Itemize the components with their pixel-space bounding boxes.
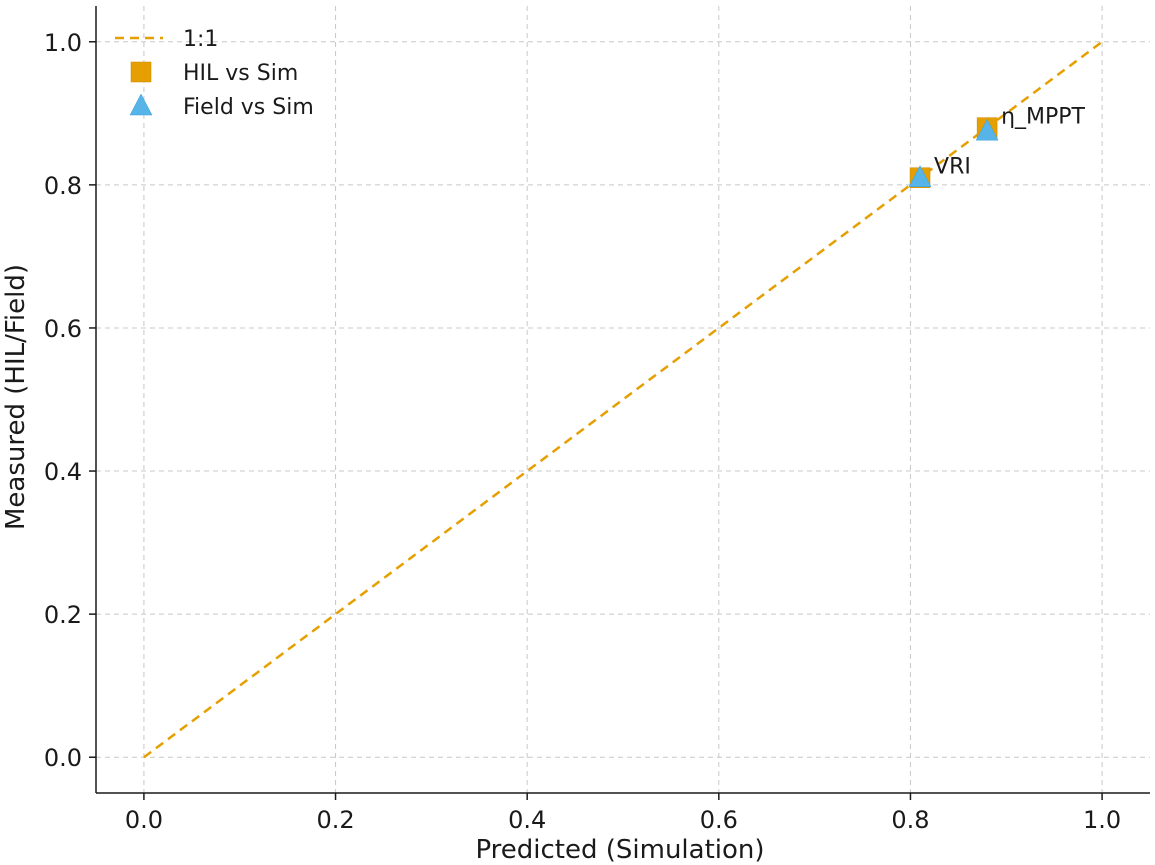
legend: 1:1 HIL vs Sim Field vs Sim [115, 27, 314, 120]
annotations-layer: VRI η_MPPT [934, 105, 1086, 180]
field-vs-sim-point [975, 118, 999, 141]
grid [96, 6, 1150, 793]
x-tick-label: 0.2 [316, 806, 354, 834]
y-tick-label: 0.0 [44, 744, 82, 772]
y-tick-label: 0.2 [44, 601, 82, 629]
reference-line-layer [143, 40, 1103, 759]
x-tick-label: 0.6 [700, 806, 738, 834]
x-tick-label: 0.4 [508, 806, 546, 834]
y-tick-label: 0.6 [44, 315, 82, 343]
y-axis-title: Measured (HIL/Field) [1, 264, 31, 530]
legend-label: 1:1 [183, 27, 218, 52]
legend-label: Field vs Sim [183, 95, 314, 120]
x-tick-label: 1.0 [1083, 806, 1121, 834]
x-tick-label: 0.0 [125, 806, 163, 834]
y-tick-label: 0.4 [44, 458, 82, 486]
y-tick-label: 0.8 [44, 172, 82, 200]
legend-label: HIL vs Sim [183, 61, 298, 86]
x-axis-title: Predicted (Simulation) [475, 835, 764, 865]
legend-triangle-swatch [129, 93, 153, 116]
y-tick-label: 1.0 [44, 29, 82, 57]
field-vs-sim-point [908, 165, 932, 187]
legend-square-swatch [130, 61, 152, 83]
x-tick-label: 0.8 [891, 806, 929, 834]
point-annotation: VRI [934, 155, 971, 180]
data-points-layer [908, 117, 999, 188]
point-annotation: η_MPPT [1001, 105, 1085, 130]
axes: 0.0 0.2 0.4 0.6 0.8 1.0 0.0 0.2 0.4 0.6 0.8 1.0 [44, 6, 1150, 834]
reference-line-1-1 [143, 40, 1103, 759]
